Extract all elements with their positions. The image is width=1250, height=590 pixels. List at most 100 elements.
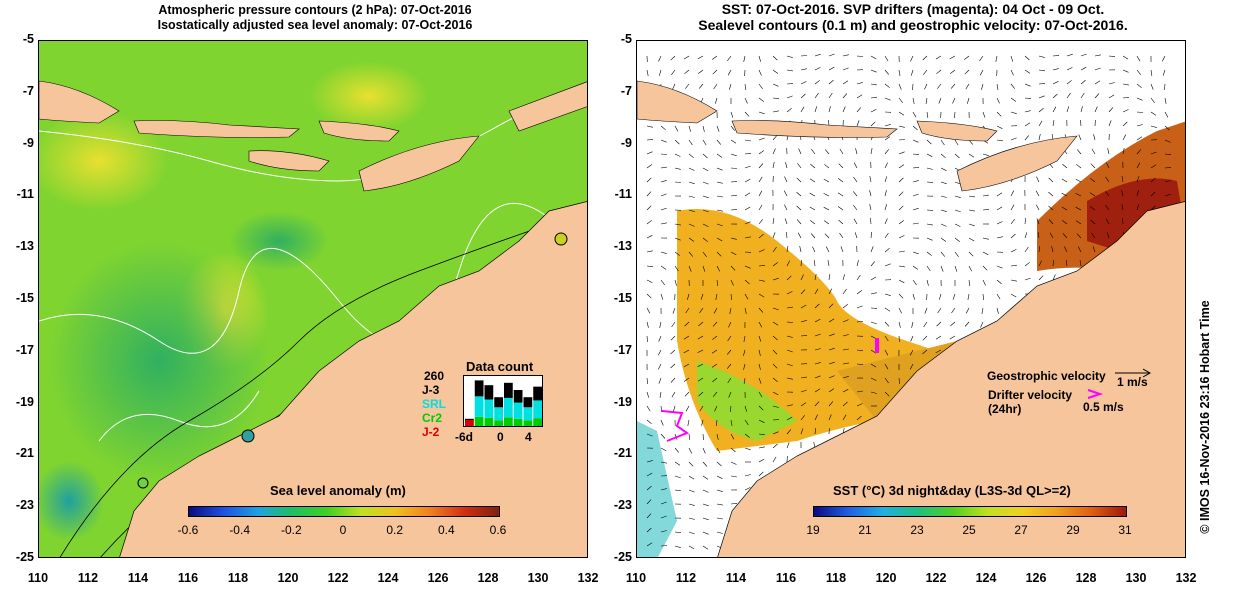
velocity-arrow xyxy=(674,475,681,479)
velocity-arrow xyxy=(646,499,652,505)
velocity-arrow xyxy=(713,83,718,90)
velocity-arrow xyxy=(1062,220,1068,225)
velocity-arrow xyxy=(884,263,891,267)
velocity-arrow xyxy=(772,391,779,396)
x-tick-label: 116 xyxy=(775,571,797,585)
velocity-arrow xyxy=(698,321,704,327)
velocity-arrow xyxy=(828,303,834,309)
velocity-arrow xyxy=(884,83,890,88)
velocity-arrow xyxy=(828,318,835,323)
velocity-arrow xyxy=(730,475,737,478)
velocity-arrow xyxy=(910,55,914,62)
velocity-arrow xyxy=(716,503,723,506)
velocity-arrow xyxy=(837,206,844,211)
velocity-arrow xyxy=(996,192,1003,197)
velocity-arrow xyxy=(743,363,746,370)
velocity-arrow xyxy=(800,81,807,85)
velocity-arrow xyxy=(996,125,1003,129)
velocity-arrow xyxy=(939,293,942,300)
velocity-arrow xyxy=(912,83,914,91)
velocity-arrow xyxy=(712,321,718,327)
velocity-arrow xyxy=(772,83,779,87)
velocity-arrow xyxy=(1036,176,1040,183)
y-tick-label: -5 xyxy=(22,32,34,46)
velocity-arrow xyxy=(758,249,765,253)
velocity-arrow xyxy=(814,274,817,281)
velocity-arrow xyxy=(702,461,708,467)
velocity-arrow xyxy=(1094,93,1100,99)
velocity-arrow xyxy=(898,125,905,128)
velocity-arrow xyxy=(730,251,737,256)
velocity-arrow xyxy=(800,320,807,323)
velocity-arrow xyxy=(884,363,889,370)
velocity-arrow xyxy=(646,377,648,385)
velocity-arrow xyxy=(814,303,820,309)
velocity-arrow xyxy=(824,149,830,155)
velocity-arrow xyxy=(898,250,905,253)
velocity-arrow xyxy=(898,191,904,197)
velocity-arrow xyxy=(1066,53,1073,57)
velocity-arrow xyxy=(965,307,970,314)
colorbar-tick-label: 0 xyxy=(339,523,347,537)
velocity-arrow xyxy=(938,97,942,104)
velocity-arrow xyxy=(814,388,821,393)
velocity-arrow xyxy=(646,265,654,267)
velocity-arrow xyxy=(1052,274,1056,281)
velocity-arrow xyxy=(856,274,861,281)
velocity-arrow xyxy=(1106,232,1110,239)
sst-colorbar xyxy=(813,506,1127,517)
velocity-arrow xyxy=(840,246,844,253)
velocity-arrow xyxy=(823,206,830,211)
velocity-arrow xyxy=(1035,190,1040,197)
velocity-arrow xyxy=(1010,190,1015,197)
velocity-arrow xyxy=(1090,163,1096,169)
velocity-arrow xyxy=(758,219,763,225)
velocity-arrow xyxy=(1024,217,1026,225)
x-tick-label: 120 xyxy=(875,571,897,585)
velocity-arrow xyxy=(884,204,887,211)
velocity-arrow xyxy=(870,121,876,127)
velocity-arrow xyxy=(884,55,889,62)
velocity-arrow xyxy=(646,460,653,463)
velocity-arrow xyxy=(951,307,956,314)
velocity-arrow xyxy=(1136,204,1140,211)
x-tick-label: 112 xyxy=(77,571,99,585)
velocity-arrow xyxy=(1024,277,1031,281)
velocity-arrow xyxy=(923,69,928,75)
velocity-arrow xyxy=(786,377,793,380)
velocity-arrow xyxy=(688,433,691,440)
velocity-arrow xyxy=(744,307,747,314)
velocity-arrow xyxy=(1064,246,1068,253)
velocity-arrow xyxy=(730,153,737,157)
colorbar-tick-label: 23 xyxy=(910,523,924,537)
histogram-bar-segment xyxy=(465,420,474,426)
velocity-arrow xyxy=(853,176,858,183)
histogram-bar-segment xyxy=(474,380,484,397)
velocity-arrow xyxy=(1075,220,1082,225)
velocity-arrow xyxy=(979,69,984,76)
velocity-arrow xyxy=(1048,205,1054,211)
velocity-arrow xyxy=(702,237,708,242)
velocity-arrow xyxy=(730,265,736,271)
velocity-arrow xyxy=(1164,83,1166,91)
velocity-arrow xyxy=(968,195,975,198)
y-tick-label: -9 xyxy=(22,135,34,150)
histogram-bar-segment xyxy=(513,418,523,426)
velocity-arrow xyxy=(954,153,960,159)
velocity-arrow xyxy=(730,237,737,240)
velocity-arrow xyxy=(800,68,807,71)
velocity-arrow xyxy=(758,377,762,384)
velocity-arrow xyxy=(744,487,751,491)
y-tick-label: -9 xyxy=(620,135,632,150)
velocity-arrow xyxy=(646,191,652,197)
velocity-arrow xyxy=(716,125,720,132)
velocity-arrow xyxy=(674,265,679,272)
velocity-arrow xyxy=(660,251,667,254)
velocity-arrow xyxy=(730,419,733,426)
velocity-arrow xyxy=(926,181,934,183)
velocity-arrow xyxy=(744,279,750,285)
velocity-arrow xyxy=(729,405,732,413)
velocity-arrow xyxy=(800,93,806,99)
velocity-arrow xyxy=(660,488,667,491)
velocity-arrow xyxy=(884,218,888,225)
